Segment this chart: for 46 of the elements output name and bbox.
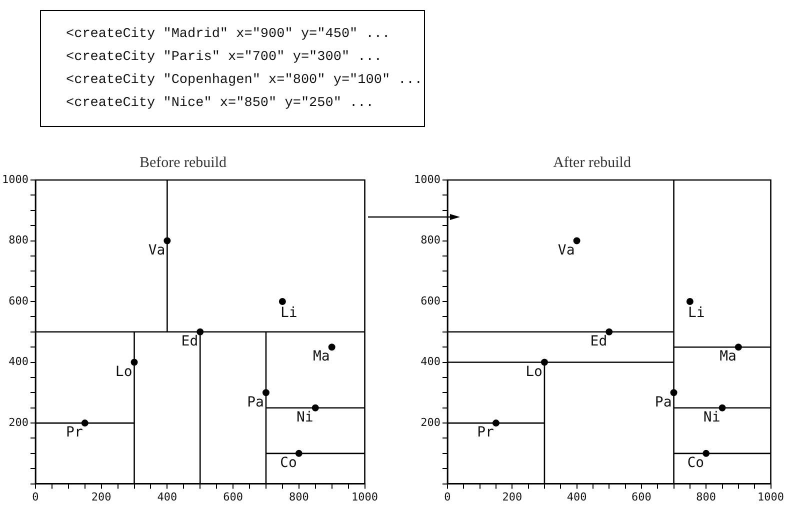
annotation: Pa bbox=[247, 394, 264, 410]
text: <createCity "Paris" x="700" y="300" ... bbox=[66, 49, 383, 67]
annotation: Ma bbox=[312, 348, 330, 365]
x-tick-label: 800 bbox=[288, 490, 309, 504]
annotation: Va bbox=[558, 242, 575, 258]
annotation: Li bbox=[280, 305, 298, 322]
y-tick-label: 800 bbox=[8, 234, 28, 247]
x-tick-label: 200 bbox=[91, 490, 112, 504]
y-tick-label: 800 bbox=[420, 234, 440, 247]
text: <createCity "Madrid" x="900" y="450" ... bbox=[66, 26, 392, 44]
y-tick-label: 200 bbox=[420, 416, 440, 429]
x-tick-label: 400 bbox=[157, 490, 178, 504]
annotation: Co bbox=[280, 455, 297, 472]
x-tick-label: 1000 bbox=[758, 490, 784, 504]
x-tick-label: 800 bbox=[696, 490, 716, 504]
annotation: Lo bbox=[526, 364, 542, 380]
text: <createCity "Copenhagen" x="800" y="100" ... bbox=[66, 72, 424, 90]
text: <createCity "Nice" x="850" y="250" ... bbox=[66, 95, 375, 113]
y-tick-label: 200 bbox=[8, 416, 28, 429]
annotation: Co bbox=[687, 455, 704, 472]
annotation: Ed bbox=[181, 334, 198, 350]
y-tick-label: 1000 bbox=[2, 172, 28, 186]
annotation: Va bbox=[148, 242, 166, 258]
annotation: Ma bbox=[720, 348, 736, 365]
y-tick-label: 1000 bbox=[414, 172, 440, 186]
annotation: Li bbox=[688, 305, 705, 322]
x-tick-label: 200 bbox=[502, 490, 522, 504]
y-tick-label: 600 bbox=[8, 294, 28, 308]
chart-title: Before rebuild bbox=[139, 154, 228, 171]
annotation: Ni bbox=[703, 409, 720, 426]
annotation: Pa bbox=[654, 394, 672, 410]
y-tick-label: 400 bbox=[420, 355, 440, 368]
annotation: Ed bbox=[590, 334, 608, 350]
annotation: Pr bbox=[66, 424, 83, 441]
x-tick-label: 600 bbox=[223, 490, 243, 504]
annotation: Ni bbox=[296, 409, 314, 426]
x-tick-label: 0 bbox=[444, 490, 451, 504]
x-tick-label: 400 bbox=[566, 490, 587, 504]
chart-title: After rebuild bbox=[553, 154, 632, 171]
annotation: Pr bbox=[477, 424, 494, 441]
x-tick-label: 600 bbox=[632, 490, 652, 504]
x-tick-label: 0 bbox=[32, 490, 39, 504]
y-tick-label: 400 bbox=[8, 355, 28, 368]
x-tick-label: 1000 bbox=[352, 490, 378, 504]
annotation: Lo bbox=[115, 364, 132, 380]
y-tick-label: 600 bbox=[420, 294, 440, 308]
